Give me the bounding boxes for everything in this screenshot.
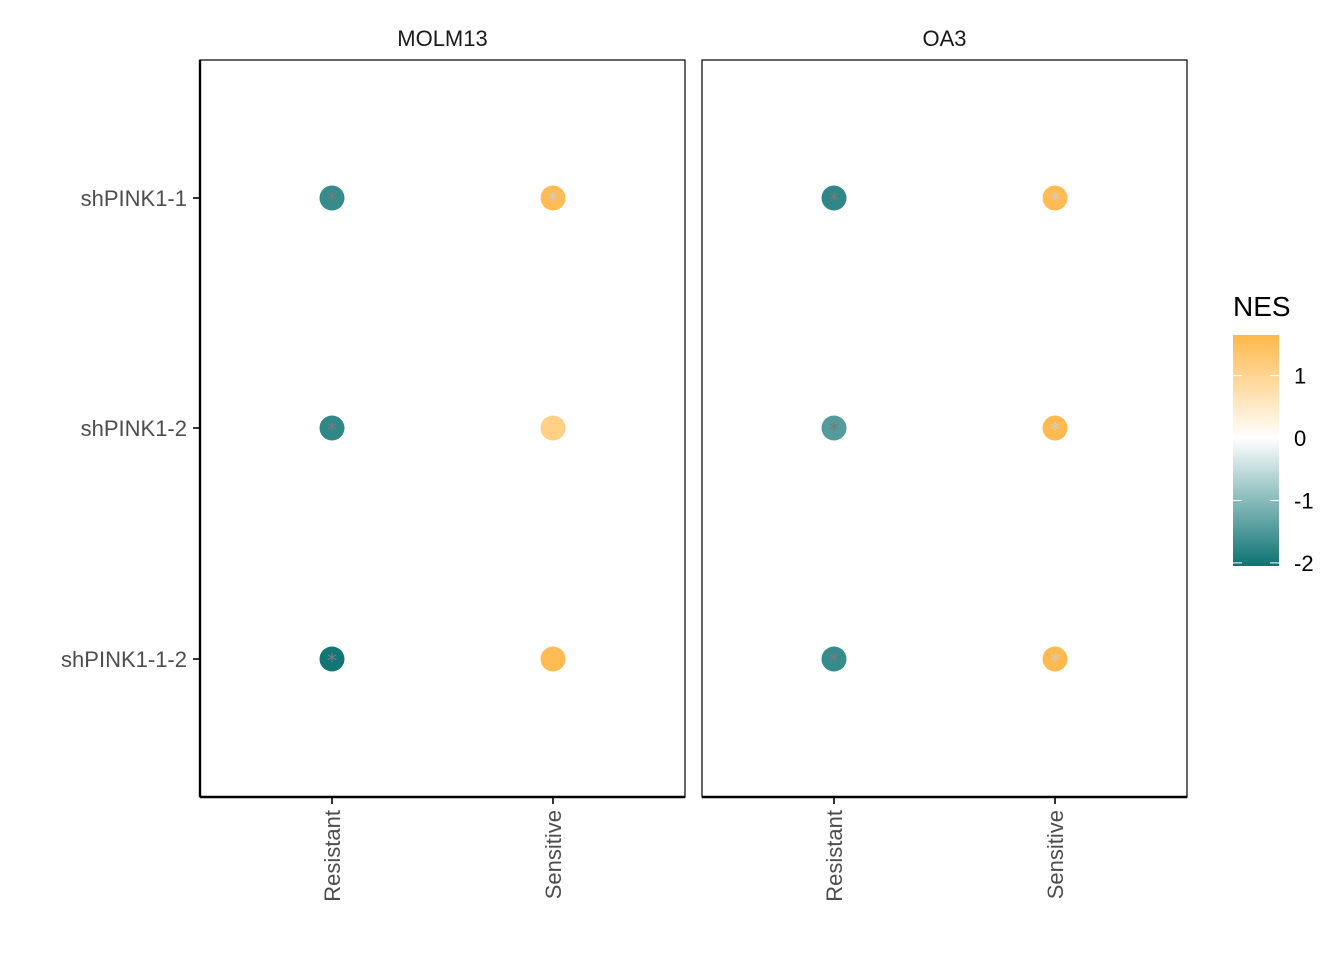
facet-title: MOLM13 (397, 26, 487, 51)
significance-star: * (1050, 649, 1060, 673)
significance-star: * (1050, 188, 1060, 212)
panel-border (702, 60, 1187, 797)
y-axis: shPINK1-1 shPINK1-2 shPINK1-1-2 (61, 60, 200, 797)
significance-star: * (829, 188, 839, 212)
facet-title: OA3 (922, 26, 966, 51)
legend-tick-label: -1 (1294, 488, 1314, 513)
significance-star: * (1050, 418, 1060, 442)
legend-title: NES (1233, 291, 1291, 322)
significance-star: * (548, 188, 558, 212)
nes-dot (541, 647, 566, 672)
x-tick-label: Sensitive (1043, 810, 1068, 899)
x-tick-label: Sensitive (541, 810, 566, 899)
facet-panel-oa3: OA3 Resistant Sensitive * * * * * * (702, 26, 1187, 902)
significance-star: * (327, 649, 337, 673)
significance-star: * (829, 649, 839, 673)
y-tick-label: shPINK1-1-2 (61, 647, 187, 672)
x-tick-label: Resistant (822, 810, 847, 902)
x-tick-label: Resistant (320, 810, 345, 902)
nes-dot (541, 416, 566, 441)
y-tick-label: shPINK1-1 (81, 186, 187, 211)
legend-tick-label: 1 (1294, 364, 1306, 389)
significance-star: * (829, 418, 839, 442)
facet-panel-molm13: MOLM13 Resistant Sensitive * * * * (200, 26, 685, 902)
facet-panels: MOLM13 Resistant Sensitive * * * * OA3 Resistant… (200, 26, 1187, 902)
significance-star: * (327, 188, 337, 212)
nes-legend: NES 1 0 -1 -2 (1233, 291, 1314, 576)
panel-border (200, 60, 685, 797)
legend-colorbar (1233, 335, 1279, 566)
legend-tick-label: -2 (1294, 551, 1314, 576)
significance-star: * (327, 418, 337, 442)
legend-tick-label: 0 (1294, 426, 1306, 451)
y-tick-label: shPINK1-2 (81, 416, 187, 441)
